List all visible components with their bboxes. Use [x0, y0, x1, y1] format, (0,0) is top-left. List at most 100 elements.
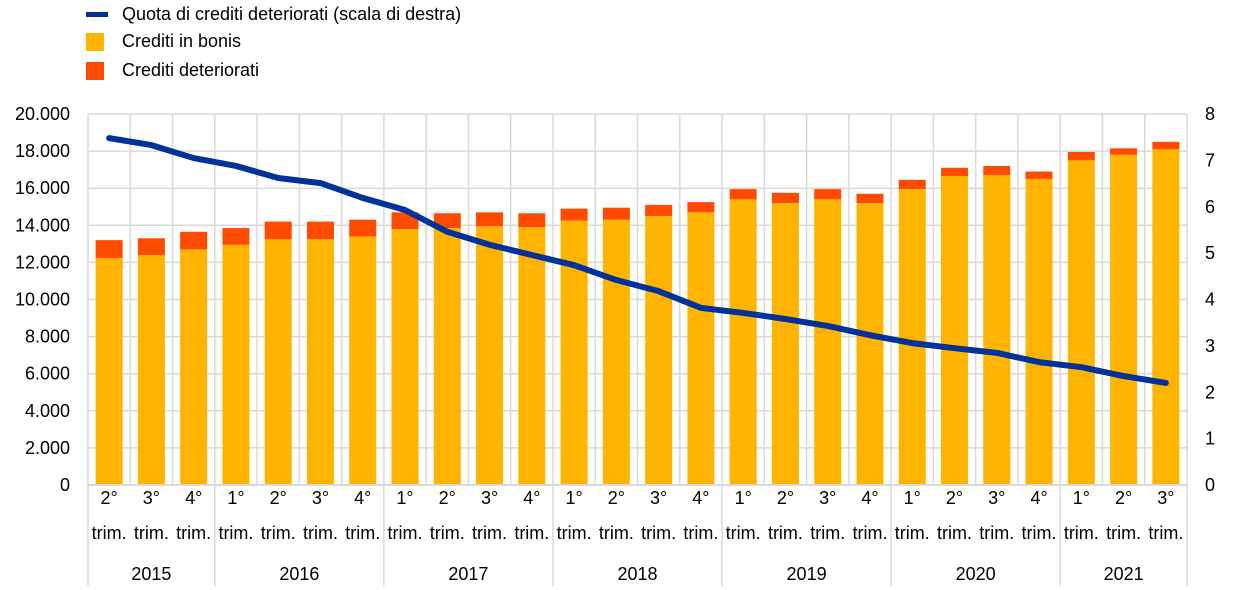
x-tick-quarter: 3°	[988, 488, 1005, 508]
y-left-tick-label: 2.000	[25, 438, 70, 458]
bar-crediti-deteriorati	[1152, 141, 1180, 150]
x-tick-suffix: trim.	[1022, 523, 1057, 543]
bar-crediti-deteriorati	[729, 189, 757, 200]
x-tick-year: 2019	[787, 564, 827, 584]
x-tick-quarter: 4°	[523, 488, 540, 508]
x-tick-suffix: trim.	[726, 523, 761, 543]
y-left-tick-label: 12.000	[15, 252, 70, 272]
x-tick-suffix: trim.	[683, 523, 718, 543]
x-tick-year: 2020	[956, 564, 996, 584]
bar-crediti-in-bonis	[391, 229, 419, 485]
bar-crediti-deteriorati	[137, 238, 165, 255]
y-right-tick-label: 8	[1205, 104, 1215, 124]
x-tick-year: 2017	[448, 564, 488, 584]
y-left-tick-label: 6.000	[25, 364, 70, 384]
y-left-tick-label: 20.000	[15, 104, 70, 124]
bar-crediti-deteriorati	[476, 212, 504, 227]
x-tick-suffix: trim.	[472, 523, 507, 543]
x-tick-suffix: trim.	[345, 523, 380, 543]
x-tick-suffix: trim.	[1064, 523, 1099, 543]
bar-crediti-in-bonis	[349, 236, 377, 485]
bar-crediti-deteriorati	[1025, 171, 1053, 179]
x-tick-quarter: 1°	[735, 488, 752, 508]
y-left-tick-label: 0	[60, 475, 70, 495]
x-tick-suffix: trim.	[1106, 523, 1141, 543]
bar-crediti-in-bonis	[476, 226, 504, 486]
x-tick-suffix: trim.	[641, 523, 676, 543]
bar-crediti-deteriorati	[687, 202, 715, 213]
bar-crediti-deteriorati	[264, 221, 292, 240]
x-tick-quarter: 1°	[904, 488, 921, 508]
x-tick-quarter: 1°	[396, 488, 413, 508]
bar-crediti-deteriorati	[771, 192, 799, 204]
x-tick-suffix: trim.	[134, 523, 169, 543]
bar-crediti-in-bonis	[687, 212, 715, 485]
bar-crediti-in-bonis	[137, 254, 165, 485]
x-tick-quarter: 2°	[101, 488, 118, 508]
y-left-tick-label: 18.000	[15, 141, 70, 161]
x-tick-quarter: 2°	[270, 488, 287, 508]
bar-crediti-in-bonis	[1110, 154, 1138, 485]
legend-item-line: Quota di crediti deteriorati (scala di d…	[86, 4, 461, 25]
bar-crediti-in-bonis	[1025, 178, 1053, 486]
y-right-tick-label: 1	[1205, 429, 1215, 449]
legend-bar-swatch	[86, 61, 104, 80]
x-tick-year: 2021	[1104, 564, 1144, 584]
bar-crediti-in-bonis	[264, 239, 292, 485]
legend-label: Quota di crediti deteriorati (scala di d…	[122, 4, 462, 24]
x-tick-quarter: 4°	[861, 488, 878, 508]
x-tick-quarter: 4°	[354, 488, 371, 508]
x-tick-quarter: 2°	[1115, 488, 1132, 508]
legend-bar-swatch	[86, 32, 104, 51]
y-left-tick-label: 8.000	[25, 327, 70, 347]
x-tick-quarter: 2°	[946, 488, 963, 508]
x-tick-quarter: 2°	[777, 488, 794, 508]
y-left-tick-label: 10.000	[15, 290, 70, 310]
bar-crediti-deteriorati	[1110, 148, 1138, 155]
x-tick-quarter: 2°	[608, 488, 625, 508]
x-tick-quarter: 2°	[439, 488, 456, 508]
x-tick-suffix: trim.	[979, 523, 1014, 543]
y-right-tick-label: 4	[1205, 290, 1215, 310]
x-tick-suffix: trim.	[218, 523, 253, 543]
x-tick-quarter: 1°	[1073, 488, 1090, 508]
x-tick-suffix: trim.	[810, 523, 845, 543]
bar-crediti-in-bonis	[95, 257, 123, 485]
y-right-tick-label: 6	[1205, 197, 1215, 217]
bar-crediti-in-bonis	[518, 227, 546, 485]
x-tick-quarter: 3°	[312, 488, 329, 508]
bar-crediti-in-bonis	[729, 199, 757, 485]
bar-crediti-deteriorati	[349, 219, 377, 237]
bar-crediti-in-bonis	[222, 244, 250, 485]
x-tick-suffix: trim.	[92, 523, 127, 543]
bar-crediti-in-bonis	[941, 176, 969, 485]
bar-crediti-in-bonis	[645, 216, 673, 485]
bar-crediti-deteriorati	[306, 221, 334, 240]
x-tick-suffix: trim.	[261, 523, 296, 543]
y-right-tick-label: 3	[1205, 336, 1215, 356]
bar-crediti-deteriorati	[1067, 152, 1095, 161]
y-right-tick-label: 2	[1205, 382, 1215, 402]
y-left-tick-label: 4.000	[25, 401, 70, 421]
y-right-tick-label: 0	[1205, 475, 1215, 495]
x-tick-year: 2018	[617, 564, 657, 584]
bar-crediti-in-bonis	[856, 203, 884, 486]
bar-crediti-deteriorati	[602, 207, 630, 220]
x-tick-quarter: 1°	[565, 488, 582, 508]
x-tick-suffix: trim.	[852, 523, 887, 543]
x-tick-year: 2016	[279, 564, 319, 584]
bar-crediti-deteriorati	[941, 167, 969, 177]
x-tick-quarter: 4°	[1030, 488, 1047, 508]
bar-crediti-in-bonis	[433, 228, 461, 485]
x-tick-suffix: trim.	[557, 523, 592, 543]
y-left-tick-label: 14.000	[15, 215, 70, 235]
bar-crediti-in-bonis	[602, 219, 630, 486]
x-tick-suffix: trim.	[303, 523, 338, 543]
x-tick-suffix: trim.	[388, 523, 423, 543]
bar-crediti-deteriorati	[180, 231, 208, 250]
x-tick-quarter: 3°	[481, 488, 498, 508]
x-tick-suffix: trim.	[176, 523, 211, 543]
bar-crediti-in-bonis	[306, 239, 334, 485]
legend-item-bonis: Crediti in bonis	[86, 31, 241, 52]
legend-label: Crediti deteriorati	[122, 60, 260, 80]
